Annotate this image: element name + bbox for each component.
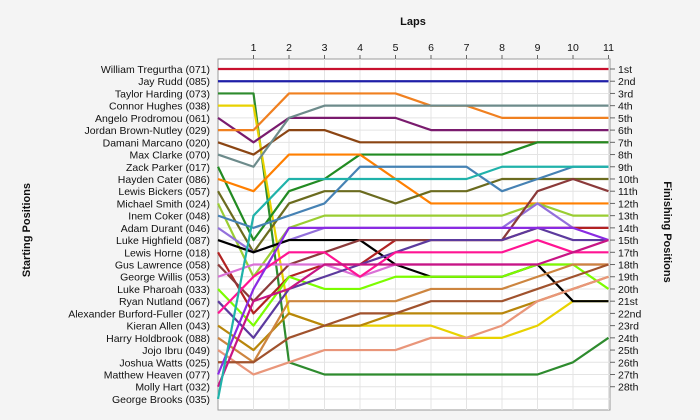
x-tick-label: 10: [567, 42, 579, 54]
finishing-label: 1st: [618, 64, 632, 76]
finishing-label: 19th: [618, 272, 639, 284]
series-line: [216, 165, 609, 400]
starting-label: Luke Highfield (087): [116, 235, 210, 247]
finishing-label: 24th: [618, 333, 639, 345]
series-line: [218, 92, 609, 132]
series-line: [218, 104, 609, 339]
x-tick-label: 5: [393, 42, 399, 54]
starting-label: George Willis (053): [120, 272, 210, 284]
finishing-label: 2nd: [618, 76, 636, 88]
series-line: [216, 226, 609, 375]
x-tick-label: 4: [357, 42, 363, 54]
starting-label: William Tregurtha (071): [101, 64, 210, 76]
starting-label: Lewis Bickers (057): [118, 186, 210, 198]
starting-label: Joshua Watts (025): [119, 357, 210, 369]
series-line: [217, 238, 609, 303]
series-line: [217, 177, 609, 303]
finishing-label: 5th: [618, 113, 633, 125]
finishing-label: 26th: [618, 357, 639, 369]
finishing-label: 6th: [618, 125, 633, 137]
starting-label: Harry Holdbrook (088): [106, 333, 210, 345]
plot-area: [217, 58, 611, 411]
starting-label: Adam Durant (046): [121, 223, 210, 235]
finishing-label: 21st: [618, 296, 638, 308]
series-line: [217, 177, 609, 254]
starting-label: Jay Rudd (085): [138, 76, 210, 88]
series-line: [217, 263, 609, 364]
starting-label: Jojo Ibru (049): [142, 345, 210, 357]
finishing-label: 18th: [618, 260, 639, 272]
starting-label: Jordan Brown-Nutley (029): [85, 125, 210, 137]
starting-label: Luke Pharoah (033): [117, 284, 210, 296]
starting-label: Inem Coker (048): [128, 211, 210, 223]
starting-label: Connor Hughes (038): [109, 101, 210, 113]
starting-label: Zack Parker (017): [126, 162, 210, 174]
series-line: [217, 263, 610, 327]
series-line: [218, 263, 609, 364]
starting-label: Max Clarke (070): [129, 150, 210, 162]
x-tick-label: 2: [286, 42, 292, 54]
finishing-label: 9th: [618, 162, 633, 174]
series-lines: [216, 67, 610, 400]
finishing-label: 13th: [618, 211, 639, 223]
starting-label: Kieran Allen (043): [127, 321, 210, 333]
series-line: [217, 165, 609, 229]
finishing-label: 15th: [618, 235, 639, 247]
finishing-label: 11th: [618, 186, 638, 198]
finishing-label: 3rd: [618, 88, 633, 100]
finishing-label: 23rd: [618, 321, 639, 333]
y-axis-label-right: Finishing Positions: [661, 181, 673, 282]
starting-label: Matthew Heaven (077): [104, 370, 210, 382]
finishing-label: 20th: [618, 284, 639, 296]
series-line: [217, 153, 609, 205]
finishing-label: 22nd: [618, 308, 642, 320]
series-line: [216, 239, 609, 388]
starting-label: Damani Marcano (020): [103, 137, 210, 149]
finishing-label: 12th: [618, 198, 639, 210]
x-tick-label: 3: [322, 42, 328, 54]
x-tick-label: 9: [535, 42, 541, 54]
finishing-label: 17th: [618, 247, 639, 259]
x-tick-label: 1: [251, 42, 257, 54]
finishing-labels: 1st2nd3rd4th5th6th7th8th9th10th11th12th1…: [610, 64, 642, 394]
starting-label: Hayden Cater (086): [118, 174, 210, 186]
series-line: [217, 104, 609, 168]
finishing-label: 27th: [618, 370, 639, 382]
starting-label: Lewis Horne (018): [124, 247, 210, 259]
series-line: [218, 92, 610, 376]
y-axis-label-left: Starting Positions: [21, 183, 33, 277]
starting-label: Taylor Harding (073): [115, 88, 210, 100]
series-line: [217, 116, 609, 144]
starting-label: Angelo Prodromou (061): [95, 113, 210, 125]
finishing-label: 14th: [618, 223, 639, 235]
x-tick-label: 7: [464, 42, 470, 54]
starting-label: George Brooks (035): [112, 394, 210, 406]
starting-label: Ryan Nutland (067): [119, 296, 210, 308]
chart-title: Laps: [400, 16, 426, 28]
finishing-label: 4th: [618, 101, 633, 113]
x-tick-label: 6: [428, 42, 434, 54]
x-tick-labels: 1 2 3 4 5 6 7 8 9 10 11: [251, 42, 614, 59]
starting-label: Alexander Burford-Fuller (027): [68, 308, 210, 320]
starting-labels: William Tregurtha (071)Jay Rudd (085)Tay…: [68, 64, 210, 406]
finishing-label: 8th: [618, 150, 633, 162]
starting-label: Michael Smith (024): [117, 198, 210, 210]
finishing-label: 25th: [618, 345, 639, 357]
series-line: [217, 226, 609, 339]
series-line: [217, 238, 609, 315]
x-tick-label: 11: [603, 42, 614, 54]
series-line: [217, 275, 609, 376]
starting-label: Molly Hart (032): [135, 382, 210, 394]
finishing-label: 28th: [618, 382, 639, 394]
finishing-label: 7th: [618, 137, 633, 149]
series-line: [217, 141, 609, 242]
x-tick-label: 8: [499, 42, 505, 54]
starting-label: Gus Lawrence (058): [115, 260, 210, 272]
finishing-label: 10th: [618, 174, 639, 186]
